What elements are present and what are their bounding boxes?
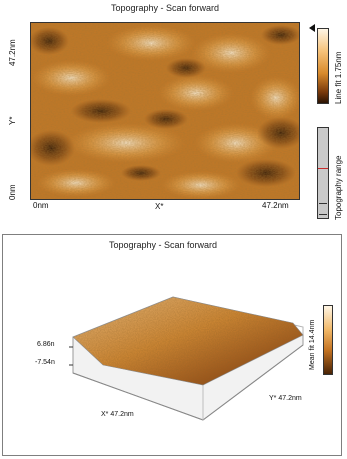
y-axis-bottom-tick: 0nm bbox=[8, 184, 17, 200]
colorbar-3d-label: Mean fit 14.4nm bbox=[309, 319, 316, 370]
y-axis-top-tick: 47.2nm bbox=[8, 39, 17, 66]
range-indicator-line bbox=[318, 168, 328, 169]
range-handle-icon[interactable] bbox=[319, 203, 327, 215]
height-colorbar[interactable] bbox=[317, 28, 329, 104]
scan-marker-arrow-icon[interactable] bbox=[309, 24, 315, 32]
x-axis-right-tick: 47.2nm bbox=[262, 201, 289, 210]
3d-surface-plot[interactable] bbox=[3, 235, 341, 455]
x-axis-left-tick: 0nm bbox=[33, 201, 49, 210]
y-axis-label: Y* bbox=[8, 116, 17, 125]
topography-2d-panel: Topography - Scan forward 47.2nm Y* 0nm bbox=[8, 3, 343, 221]
y-axis-3d-label: Y* 47.2nm bbox=[269, 395, 302, 402]
x-axis-3d-label: X* 47.2nm bbox=[101, 411, 134, 418]
z-axis-top-tick: 6.86n bbox=[37, 341, 55, 348]
bottom-plot-title: Topography - Scan forward bbox=[108, 240, 218, 250]
height-colorbar-3d[interactable] bbox=[323, 305, 333, 375]
topography-range-slider[interactable] bbox=[317, 127, 329, 219]
topography-3d-panel: Topography - Scan forward bbox=[2, 234, 342, 456]
colorbar-label: Line fit 1.75nm bbox=[334, 51, 343, 104]
range-label: Topography range bbox=[334, 155, 343, 221]
topography-surface-graphic bbox=[31, 23, 299, 199]
top-plot-title: Topography - Scan forward bbox=[110, 3, 220, 13]
x-axis-label: X* bbox=[155, 202, 164, 211]
z-axis-bottom-tick: -7.54n bbox=[35, 359, 55, 366]
topography-image[interactable] bbox=[30, 22, 300, 200]
